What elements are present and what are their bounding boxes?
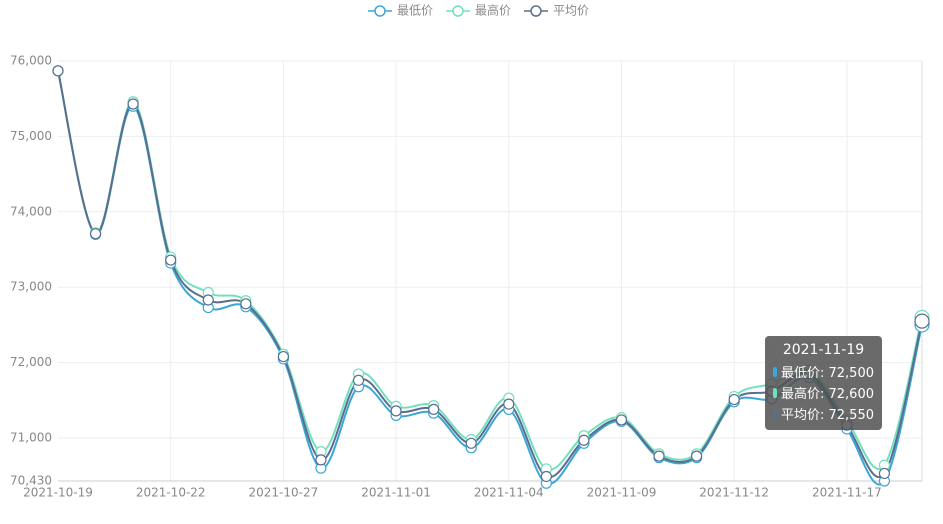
point: [428, 403, 440, 415]
legend-icon: [530, 5, 542, 17]
y-tick-label: 71,000: [10, 431, 52, 445]
y-tick-label: 70,430: [10, 474, 52, 488]
point: [465, 437, 477, 449]
tooltip-dot: [773, 366, 777, 377]
x-tick-label: 2021-10-22: [136, 486, 206, 500]
point: [878, 467, 891, 480]
point: [503, 398, 515, 410]
y-tick-label: 73,000: [10, 280, 52, 294]
x-tick-label: 2021-11-12: [699, 486, 769, 500]
y-tick-label: 74,000: [10, 204, 52, 218]
point: [352, 374, 365, 386]
tooltip-dot: [773, 387, 777, 398]
point: [240, 298, 252, 310]
tooltip-text: 平均价: 72,550: [781, 408, 874, 423]
point: [691, 450, 703, 462]
tooltip-row: 最高价: 72,600: [773, 382, 874, 403]
legend-label: 最高价: [475, 3, 511, 18]
legend-icon: [452, 5, 464, 17]
y-tick-label: 75,000: [10, 129, 52, 143]
point: [127, 98, 139, 110]
tooltip-row: 平均价: 72,550: [773, 403, 874, 424]
y-tick-label: 76,000: [10, 54, 52, 68]
point: [165, 254, 177, 266]
point: [390, 405, 402, 417]
y-tick-label: 72,000: [10, 355, 52, 369]
point: [89, 228, 102, 240]
legend-label: 平均价: [553, 4, 589, 18]
tooltip: 2021-11-19 最低价: 72,500 最高价: 72,600 平均价: 72,…: [765, 336, 882, 430]
x-tick-label: 2021-10-19: [23, 486, 93, 500]
point: [277, 350, 289, 363]
point: [52, 65, 64, 77]
tooltip-dot: [773, 408, 777, 419]
point: [540, 470, 552, 483]
x-tick-label: 2021-11-17: [812, 486, 882, 500]
point: [315, 454, 327, 466]
x-tick-label: 2021-11-04: [474, 486, 544, 500]
tooltip-text: 最低价: 72,500: [781, 366, 874, 381]
point: [914, 313, 930, 329]
point: [728, 393, 740, 406]
tooltip-text: 最高价: 72,600: [781, 387, 874, 402]
point: [578, 434, 590, 446]
tooltip-title: 2021-11-19: [782, 342, 865, 358]
tooltip-row: 最低价: 72,500: [773, 361, 874, 382]
x-tick-label: 2021-11-01: [361, 486, 431, 500]
x-tick-label: 2021-11-09: [587, 486, 657, 500]
legend-icon: [374, 5, 386, 17]
point: [202, 294, 214, 306]
legend: 最低价 最高价 平均价: [368, 3, 589, 18]
point: [615, 414, 628, 426]
legend-label: 最低价: [397, 4, 433, 18]
point: [653, 450, 665, 462]
x-tick-label: 2021-10-27: [249, 486, 319, 500]
